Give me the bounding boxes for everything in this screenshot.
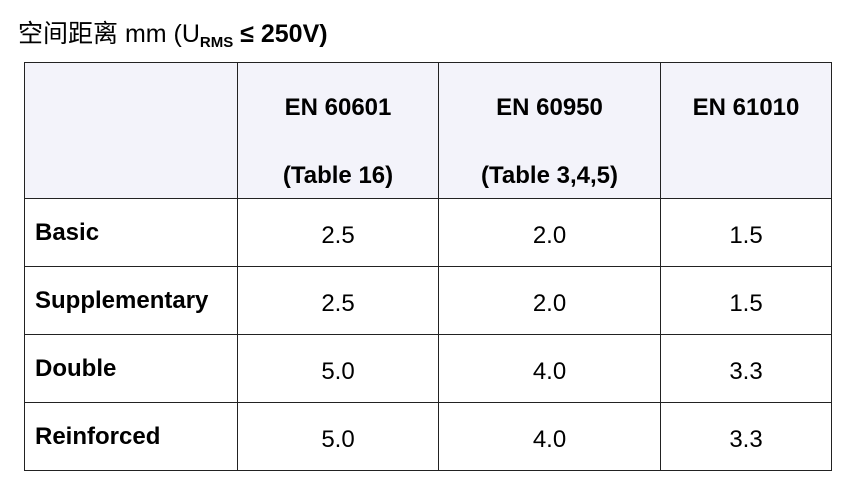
row-label: Double <box>24 334 238 403</box>
cell-value: 2.5 <box>237 266 439 335</box>
cell-value: 3.3 <box>660 334 832 403</box>
column-name: EN 60601 <box>284 94 392 121</box>
cell-value: 1.5 <box>660 198 832 267</box>
cell-value: 2.0 <box>438 266 661 335</box>
cell-value: 2.5 <box>237 198 439 267</box>
clearance-table: EN 60601 (Table 16) EN 60950 (Table 3,4,5) E… <box>24 62 832 471</box>
column-header: EN 60950 (Table 3,4,5) <box>438 62 661 199</box>
row-label: Basic <box>24 198 238 267</box>
column-header: EN 61010 <box>660 62 832 199</box>
column-note: (Table 3,4,5) <box>481 162 618 189</box>
cell-value: 3.3 <box>660 402 832 471</box>
cell-value: 4.0 <box>438 334 661 403</box>
title: 空间距离 mm (URMS ≤ 250V) <box>18 14 328 51</box>
column-name: EN 60950 <box>496 94 603 121</box>
header-row: EN 60601 (Table 16) EN 60950 (Table 3,4,5) E… <box>24 62 832 199</box>
cell-value: 4.0 <box>438 402 661 471</box>
table-row: Reinforced 5.0 4.0 3.3 <box>24 402 832 471</box>
cell-value: 5.0 <box>237 402 439 471</box>
table-body: Basic 2.5 2.0 1.5 Supplementary 2.5 2.0 1.5 Doub… <box>24 198 832 471</box>
title-prefix: 空间距离 mm (U <box>18 20 200 48</box>
cell-value: 1.5 <box>660 266 832 335</box>
column-name: EN 61010 <box>692 94 800 121</box>
title-subscript: RMS <box>199 34 234 51</box>
cell-value: 2.0 <box>438 198 661 267</box>
table-row: Double 5.0 4.0 3.3 <box>24 334 832 403</box>
table-header: EN 60601 (Table 16) EN 60950 (Table 3,4,5) E… <box>24 62 832 199</box>
row-label: Supplementary <box>24 266 238 335</box>
row-label: Reinforced <box>24 402 238 471</box>
table-row: Basic 2.5 2.0 1.5 <box>24 198 832 267</box>
title-suffix: ≤ 250V) <box>233 20 328 48</box>
column-header: EN 60601 (Table 16) <box>237 62 439 199</box>
column-note: (Table 16) <box>282 162 394 189</box>
table-row: Supplementary 2.5 2.0 1.5 <box>24 266 832 335</box>
header-corner <box>24 62 238 199</box>
cell-value: 5.0 <box>237 334 439 403</box>
